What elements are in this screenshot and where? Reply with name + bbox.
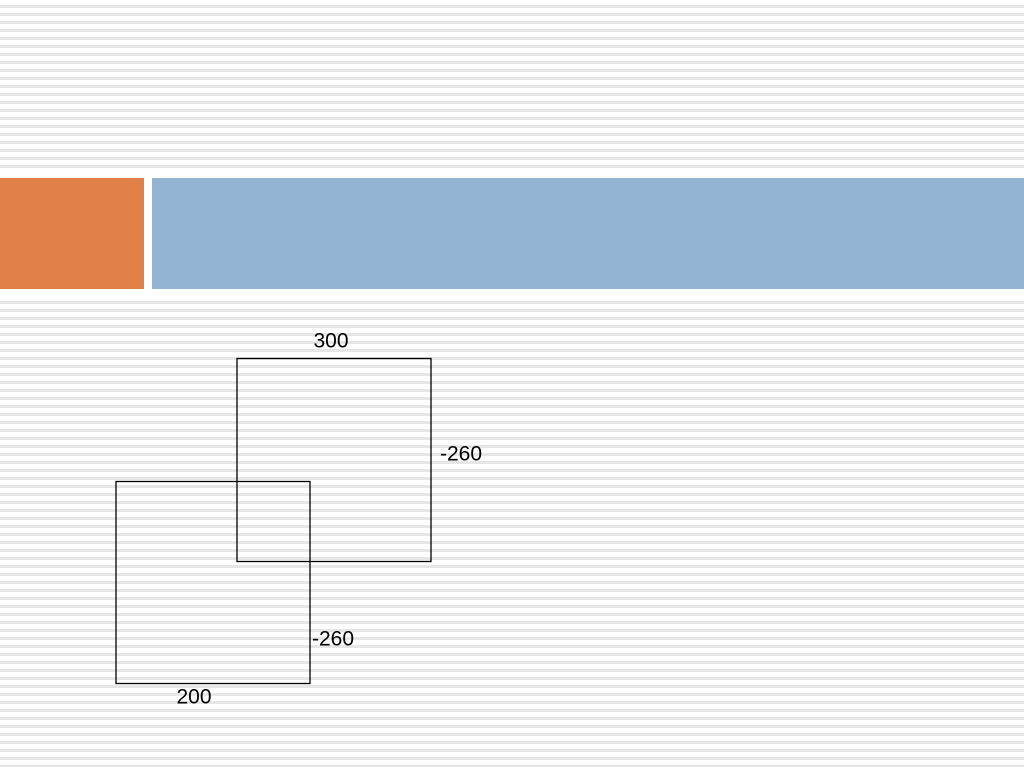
- height-label: -260: [312, 628, 354, 651]
- square: [236, 357, 432, 563]
- height-label: -260: [440, 443, 482, 466]
- title-bar: [152, 178, 1024, 289]
- square: [115, 480, 311, 685]
- accent-bar: [0, 178, 144, 289]
- width-label: 200: [176, 686, 211, 709]
- width-label: 300: [313, 330, 348, 353]
